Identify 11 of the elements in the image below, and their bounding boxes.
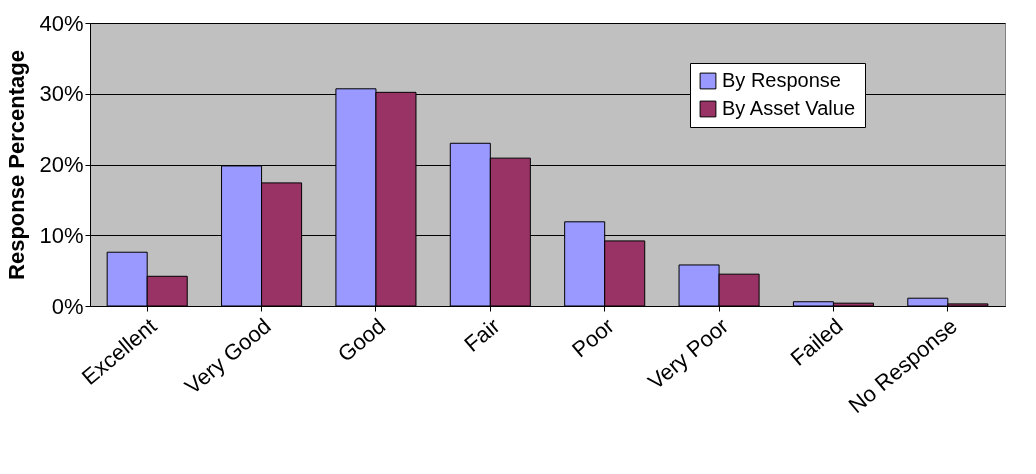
y-tick-label: 40%: [39, 10, 84, 36]
y-tick-label: 20%: [39, 152, 84, 177]
y-tick-label: 30%: [39, 81, 84, 107]
legend-label: By Asset Value: [722, 97, 856, 119]
legend-label: By Response: [722, 69, 841, 91]
x-tick-label: Very Poor: [643, 313, 734, 395]
y-axis-title: Response Percentage: [4, 50, 30, 280]
x-tick-label: Fair: [459, 313, 505, 357]
x-tick-label: Poor: [567, 313, 619, 363]
y-tick-label: 10%: [39, 222, 84, 248]
y-tick-label: 0%: [51, 293, 84, 319]
